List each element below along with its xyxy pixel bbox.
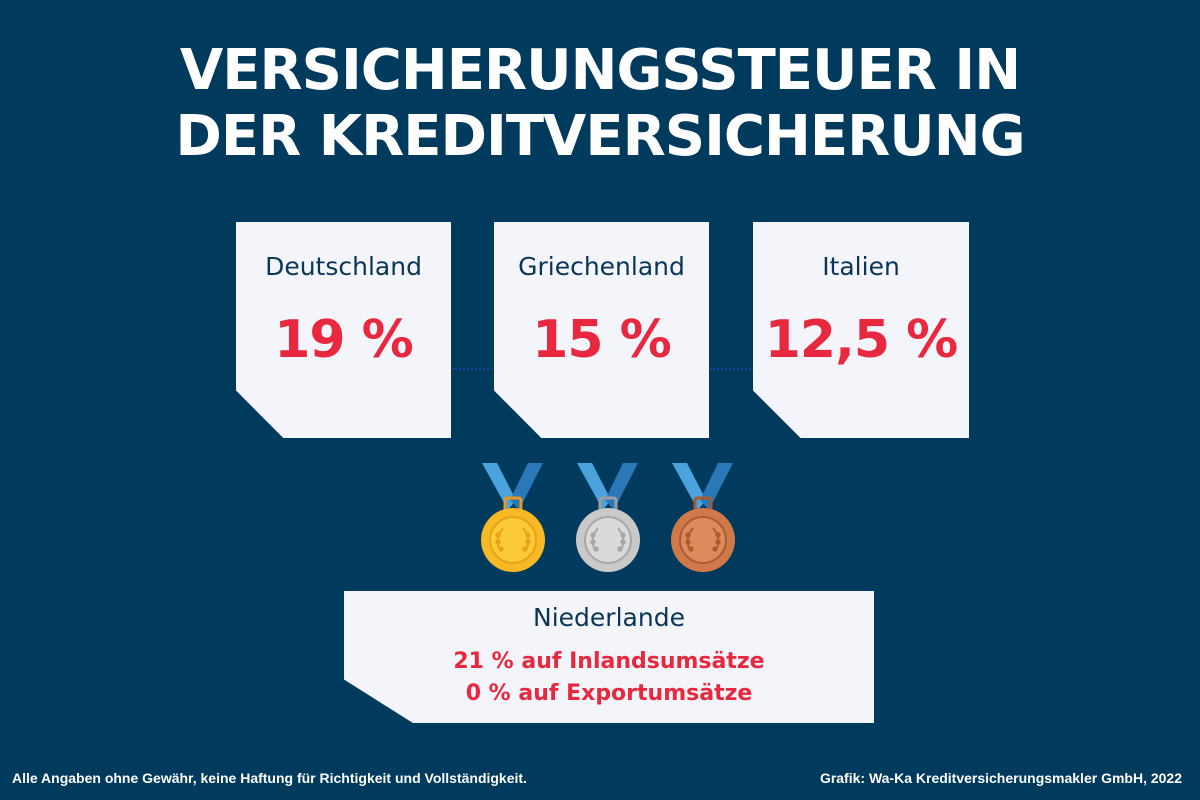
title-line-2: DER KREDITVERSICHERUNG (175, 104, 1025, 169)
card-country: Italien (822, 252, 900, 281)
card-connector (710, 368, 754, 370)
netherlands-domestic-rate: 21 % auf Inlandsumsätze (453, 649, 765, 674)
bronze-medal-icon (671, 463, 735, 572)
footer-credit: Grafik: Wa-Ka Kreditversicherungsmakler … (819, 770, 1182, 786)
footer-disclaimer: Alle Angaben ohne Gewähr, keine Haftung … (12, 770, 527, 786)
card-connector (452, 368, 496, 370)
netherlands-export-rate: 0 % auf Exportumsätze (465, 681, 753, 706)
card-rate: 19 % (274, 310, 414, 370)
page-title: VERSICHERUNGSSTEUER IN DER KREDITVERSICH… (0, 38, 1200, 170)
card-griechenland: Griechenland 15 % (494, 222, 709, 438)
card-country: Deutschland (265, 252, 422, 281)
silver-medal-icon (576, 463, 640, 572)
title-line-1: VERSICHERUNGSSTEUER IN (179, 38, 1021, 103)
netherlands-country: Niederlande (533, 603, 685, 632)
card-rate: 15 % (532, 310, 672, 370)
card-italien: Italien 12,5 % (753, 222, 969, 438)
card-country: Griechenland (518, 252, 685, 281)
card-rate: 12,5 % (764, 310, 959, 370)
card-deutschland: Deutschland 19 % (236, 222, 451, 438)
gold-medal-icon (481, 463, 545, 572)
netherlands-box: Niederlande 21 % auf Inlandsumsätze 0 % … (344, 591, 874, 723)
